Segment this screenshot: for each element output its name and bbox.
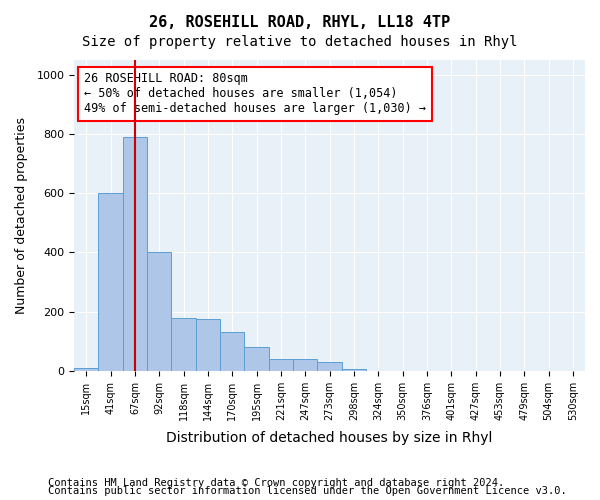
Text: 26, ROSEHILL ROAD, RHYL, LL18 4TP: 26, ROSEHILL ROAD, RHYL, LL18 4TP — [149, 15, 451, 30]
Bar — [74, 368, 98, 371]
Text: Contains public sector information licensed under the Open Government Licence v3: Contains public sector information licen… — [48, 486, 567, 496]
Bar — [293, 359, 317, 371]
Bar — [220, 332, 244, 371]
Y-axis label: Number of detached properties: Number of detached properties — [15, 117, 28, 314]
Text: 26 ROSEHILL ROAD: 80sqm
← 50% of detached houses are smaller (1,054)
49% of semi: 26 ROSEHILL ROAD: 80sqm ← 50% of detache… — [84, 72, 426, 116]
Text: Size of property relative to detached houses in Rhyl: Size of property relative to detached ho… — [82, 35, 518, 49]
Bar — [269, 359, 293, 371]
Bar — [196, 319, 220, 371]
Bar — [317, 362, 341, 371]
Text: Contains HM Land Registry data © Crown copyright and database right 2024.: Contains HM Land Registry data © Crown c… — [48, 478, 504, 488]
Bar — [244, 347, 269, 371]
Bar — [172, 318, 196, 371]
Bar — [123, 137, 147, 371]
Bar — [341, 370, 366, 371]
Bar — [98, 193, 123, 371]
X-axis label: Distribution of detached houses by size in Rhyl: Distribution of detached houses by size … — [166, 431, 493, 445]
Bar — [147, 252, 172, 371]
